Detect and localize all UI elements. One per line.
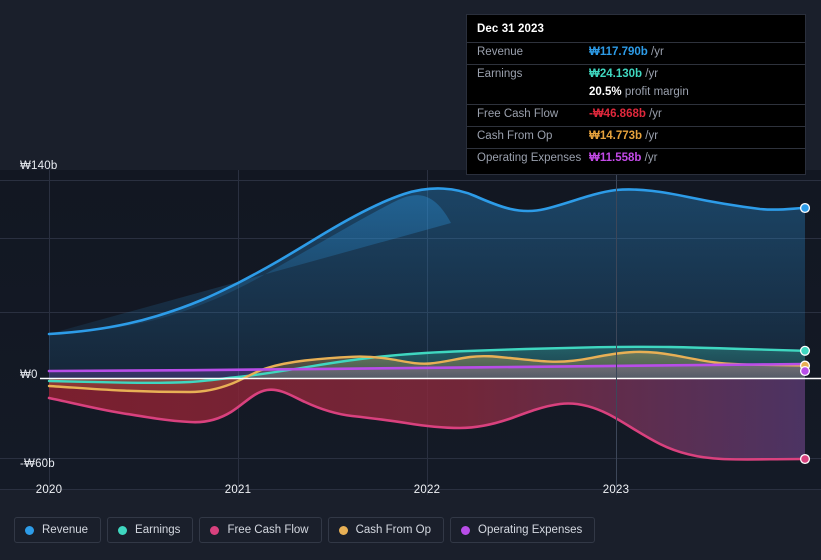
x-axis-label-2020: 2020 — [35, 484, 63, 496]
operating-expenses-line — [47, 362, 807, 373]
tooltip-value-operating-expenses: ₩11.558b /yr — [589, 152, 657, 164]
cash-from-op-line — [47, 350, 807, 394]
tooltip-row-operating-expenses: Operating Expenses ₩11.558b /yr — [467, 148, 805, 170]
tooltip-amount-earnings: ₩24.130b — [589, 68, 643, 80]
legend-dot-operating-expenses — [461, 525, 471, 535]
chart-svg — [0, 170, 821, 495]
tooltip-row-cash-from-op: Cash From Op ₩14.773b /yr — [467, 126, 805, 148]
revenue-line — [47, 187, 807, 336]
legend-label-earnings: Earnings — [135, 524, 181, 536]
y-axis-label-140b: ₩140b — [20, 160, 58, 172]
tooltip-key-operating-expenses: Operating Expenses — [477, 152, 582, 164]
tooltip-unit-profit-margin: profit margin — [624, 86, 689, 98]
x-axis-label-2021: 2021 — [224, 484, 252, 496]
tooltip-row-free-cash-flow: Free Cash Flow -₩46.868b /yr — [467, 104, 805, 126]
tooltip-value-free-cash-flow: -₩46.868b /yr — [589, 108, 662, 120]
x-axis-label-2022: 2022 — [413, 484, 441, 496]
legend-item-operating-expenses[interactable]: Operating Expenses — [450, 517, 596, 543]
y-axis-label-0: ₩0 — [20, 369, 38, 381]
legend-label-operating-expenses: Operating Expenses — [478, 524, 583, 536]
tooltip-unit-cash-from-op: /yr — [645, 130, 659, 142]
legend-dot-earnings — [118, 525, 128, 535]
data-tooltip: Dec 31 2023 Revenue ₩117.790b /yr Earnin… — [466, 14, 806, 175]
tooltip-date: Dec 31 2023 — [477, 23, 544, 35]
tooltip-unit-free-cash-flow: /yr — [649, 108, 662, 120]
legend-dot-revenue — [25, 525, 34, 535]
tooltip-amount-profit-margin: 20.5% — [589, 86, 622, 98]
legend-dot-cash-from-op — [338, 525, 348, 535]
series-endpoint-markers — [799, 202, 811, 465]
legend-dot-free-cash-flow — [210, 525, 220, 535]
tooltip-amount-operating-expenses: ₩11.558b — [589, 152, 642, 164]
tooltip-value-revenue: ₩117.790b /yr — [589, 46, 664, 58]
tooltip-row-earnings: Earnings ₩24.130b /yr — [467, 64, 805, 86]
tooltip-key-free-cash-flow: Free Cash Flow — [477, 108, 559, 120]
free-cash-flow-line — [47, 388, 807, 461]
tooltip-unit-operating-expenses: /yr — [644, 152, 658, 164]
x-axis-label-2023: 2023 — [602, 484, 630, 496]
tooltip-row-profit-margin: 20.5% profit margin — [467, 86, 805, 104]
tooltip-row-revenue: Revenue ₩117.790b /yr — [467, 42, 805, 64]
tooltip-unit-earnings: /yr — [645, 68, 659, 80]
tooltip-key-earnings: Earnings — [477, 68, 523, 80]
tooltip-amount-cash-from-op: ₩14.773b — [589, 130, 643, 142]
tooltip-value-earnings: ₩24.130b /yr — [589, 68, 658, 80]
financial-area-chart[interactable] — [0, 0, 821, 500]
tooltip-key-revenue: Revenue — [477, 46, 524, 58]
tooltip-amount-revenue: ₩117.790b — [589, 46, 648, 58]
tooltip-value-profit-margin: 20.5% profit margin — [589, 86, 689, 98]
tooltip-amount-free-cash-flow: -₩46.868b — [589, 108, 646, 120]
tooltip-value-cash-from-op: ₩14.773b /yr — [589, 130, 658, 142]
earnings-line — [47, 345, 807, 385]
tooltip-unit-revenue: /yr — [651, 46, 664, 58]
legend-item-free-cash-flow[interactable]: Free Cash Flow — [199, 517, 322, 543]
y-axis-label-minus60b: -₩60b — [20, 458, 55, 470]
legend-label-free-cash-flow: Free Cash Flow — [227, 524, 309, 536]
chart-legend: Revenue Earnings Free Cash Flow Cash Fro… — [14, 517, 596, 543]
legend-label-cash-from-op: Cash From Op — [355, 524, 432, 536]
legend-item-revenue[interactable]: Revenue — [14, 517, 102, 543]
legend-label-revenue: Revenue — [42, 524, 89, 536]
legend-item-cash-from-op[interactable]: Cash From Op — [327, 517, 445, 543]
tooltip-key-cash-from-op: Cash From Op — [477, 130, 553, 142]
legend-item-earnings[interactable]: Earnings — [107, 517, 194, 543]
